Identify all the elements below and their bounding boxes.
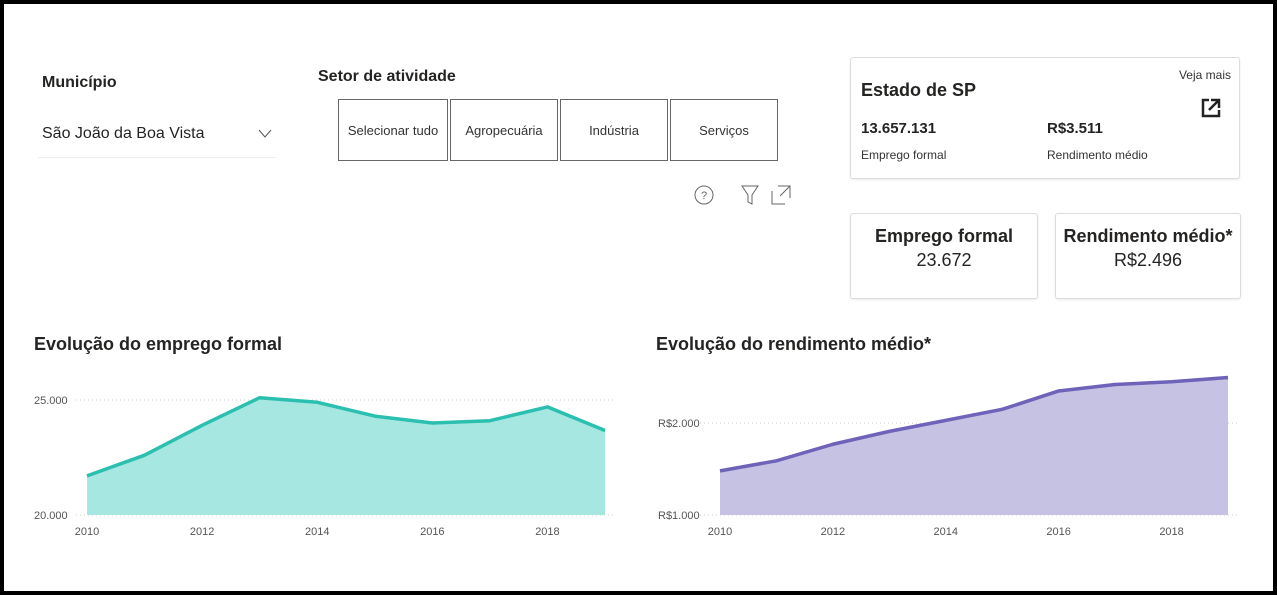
x-tick-label: 2016	[1046, 526, 1070, 538]
x-tick-label: 2018	[1159, 526, 1183, 538]
kpi-label: Emprego formal	[874, 226, 1014, 246]
visual-header-icons: ?	[694, 185, 791, 205]
charts: Evolução do emprego formal 20.000 25.000 20…	[34, 334, 1240, 538]
link-label[interactable]: Veja mais	[1178, 68, 1231, 82]
line	[719, 375, 1229, 473]
chevron-icon	[258, 129, 272, 138]
filter-label: Município	[42, 74, 117, 91]
x-tick-label: 2012	[190, 526, 214, 538]
x-tick-label: 2014	[934, 526, 958, 538]
slicer-option[interactable]: Serviços	[670, 99, 778, 161]
kpi-value: 23.672	[916, 250, 972, 270]
y-tick-label: R$1.000	[658, 510, 700, 522]
x-tick-label: 2016	[420, 526, 444, 538]
line	[86, 395, 606, 478]
focus-icon[interactable]	[771, 185, 791, 205]
chart-title: Evolução do rendimento médio*	[656, 334, 931, 354]
filter-icon[interactable]	[741, 185, 759, 205]
help-icon[interactable]	[694, 185, 714, 205]
x-tick-label: 2012	[821, 526, 845, 538]
y-tick-label: 20.000	[34, 510, 68, 522]
x-tick-label: 2014	[305, 526, 329, 538]
y-tick-label: 25.000	[34, 395, 68, 407]
slicer-option[interactable]: Agropecuária	[450, 99, 558, 161]
help-icon-glyph: ?	[701, 190, 707, 202]
area	[87, 397, 605, 515]
card-value: R$3.511	[1047, 120, 1103, 137]
x-tick-label: 2018	[535, 526, 559, 538]
slicer-option[interactable]: Indústria	[560, 99, 668, 161]
card-title: Estado de SP	[861, 80, 977, 100]
kpi-card: Rendimento médio* R$2.496	[1055, 213, 1241, 299]
x-tick-label: 2010	[75, 526, 99, 538]
kpi-label: Rendimento médio*	[1063, 226, 1233, 246]
external-link-icon[interactable]	[1199, 96, 1223, 120]
dropdown-value: São João da Boa Vista	[42, 124, 205, 142]
kpi-value: R$2.496	[1113, 250, 1183, 270]
chart-title: Evolução do emprego formal	[34, 334, 282, 354]
x-tick-label: 2010	[708, 526, 732, 538]
slicer-option[interactable]: Selecionar tudo	[338, 99, 448, 161]
card-value: 13.657.131	[861, 120, 937, 137]
dropdown[interactable]: São João da Boa Vista	[38, 110, 276, 158]
area	[720, 377, 1228, 515]
y-tick-label: R$2.000	[658, 418, 700, 430]
card-label: Emprego formal	[861, 148, 947, 162]
kpi-card: Emprego formal 23.672	[850, 213, 1038, 299]
state-card: Estado de SP Veja mais 13.657.131 Empreg…	[850, 57, 1240, 179]
card-label: Rendimento médio	[1047, 148, 1148, 162]
filter-label: Setor de atividade	[318, 68, 456, 85]
